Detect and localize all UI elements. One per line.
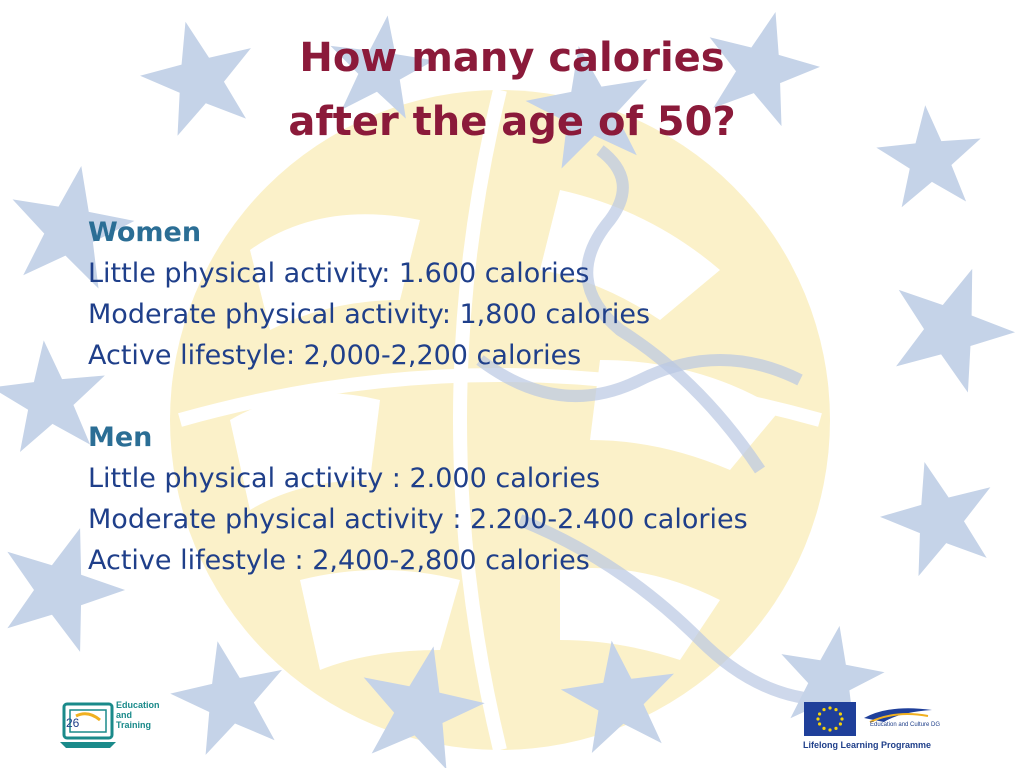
men-line-active-lifestyle: Active lifestyle : 2,400-2,800 calories bbox=[88, 545, 590, 576]
women-line-moderate-activity: Moderate physical activity: 1,800 calori… bbox=[88, 299, 651, 330]
slide-title-line-2: after the age of 50? bbox=[288, 99, 736, 145]
lifelong-learning-programme-label: Lifelong Learning Programme bbox=[803, 740, 932, 750]
calorie-content: Women Little physical activity: 1.600 ca… bbox=[88, 212, 988, 581]
men-line-moderate-activity: Moderate physical activity : 2.200-2.400… bbox=[88, 504, 748, 535]
eu-dg-label: Education and Culture DG bbox=[870, 722, 941, 728]
logo-text-line: Education bbox=[116, 700, 160, 710]
logo-text-line: Training bbox=[116, 720, 152, 730]
logo-text-line: and bbox=[116, 710, 133, 720]
men-line-little-activity: Little physical activity : 2.000 calorie… bbox=[88, 463, 601, 494]
slide-number: 26 bbox=[66, 716, 80, 730]
men-heading: Men bbox=[88, 422, 153, 453]
women-line-active-lifestyle: Active lifestyle: 2,000-2,200 calories bbox=[88, 340, 582, 371]
eu-flag-icon bbox=[804, 702, 932, 736]
education-training-logo bbox=[60, 702, 116, 748]
section-spacer bbox=[88, 376, 988, 417]
women-heading: Women bbox=[88, 217, 202, 248]
slide-title-line-1: How many calories bbox=[299, 35, 725, 81]
globe-icon bbox=[170, 88, 831, 752]
education-training-logo-text: Education and Training bbox=[116, 700, 176, 730]
women-line-little-activity: Little physical activity: 1.600 calories bbox=[88, 258, 590, 289]
